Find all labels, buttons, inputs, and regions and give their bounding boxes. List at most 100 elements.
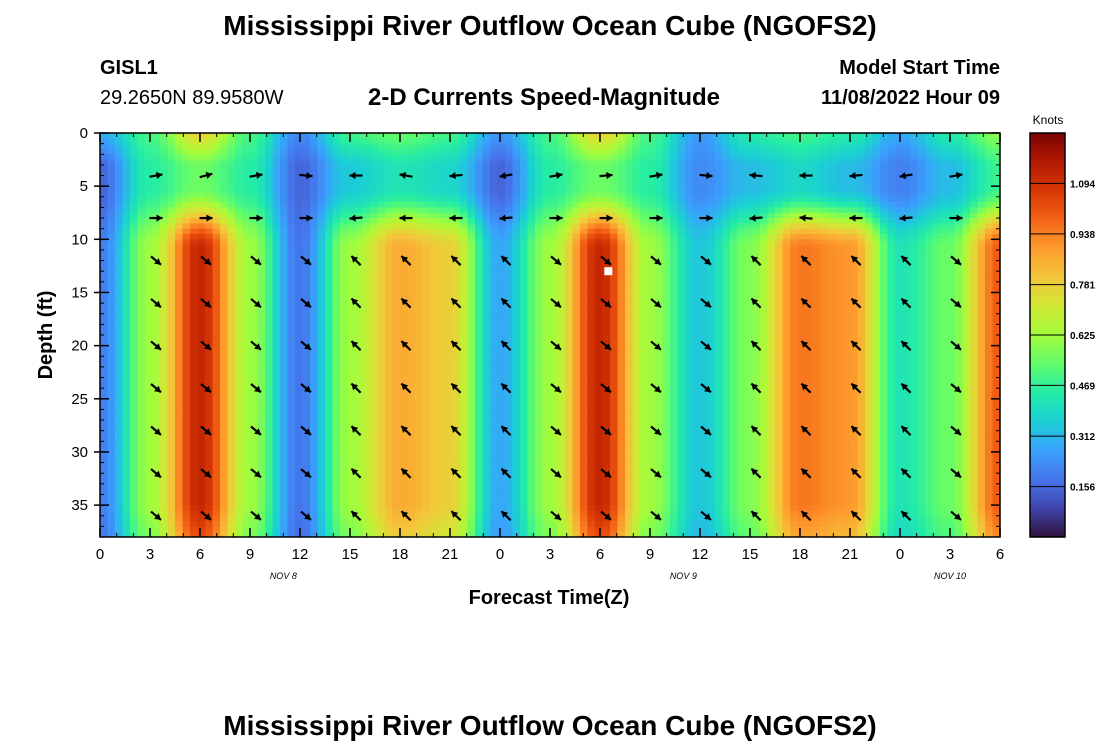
- heatmap-cell: [647, 265, 656, 272]
- heatmap-cell: [167, 281, 176, 288]
- heatmap-cell: [235, 239, 244, 246]
- heatmap-cell: [812, 287, 821, 294]
- heatmap-cell: [640, 260, 649, 267]
- heatmap-cell: [100, 287, 109, 294]
- heatmap-cell: [760, 340, 769, 347]
- heatmap-cell: [152, 281, 161, 288]
- heatmap-cell: [422, 303, 431, 310]
- heatmap-cell: [325, 207, 334, 214]
- heatmap-cell: [272, 212, 281, 219]
- heatmap-cell: [107, 340, 116, 347]
- heatmap-cell: [707, 265, 716, 272]
- heatmap-cell: [925, 186, 934, 193]
- heatmap-cell: [512, 313, 521, 320]
- heatmap-cell: [340, 350, 349, 357]
- heatmap-cell: [340, 249, 349, 256]
- heatmap-cell: [175, 170, 184, 177]
- heatmap-cell: [392, 207, 401, 214]
- heatmap-cell: [640, 175, 649, 182]
- heatmap-cell: [602, 350, 611, 357]
- heatmap-cell: [167, 335, 176, 341]
- heatmap-cell: [640, 303, 649, 310]
- heatmap-cell: [707, 249, 716, 256]
- heatmap-cell: [745, 239, 754, 246]
- heatmap-cell: [812, 335, 821, 341]
- heatmap-cell: [752, 260, 761, 267]
- heatmap-cell: [242, 324, 251, 331]
- heatmap-cell: [902, 212, 911, 219]
- heatmap-cell: [235, 138, 244, 145]
- heatmap-cell: [445, 133, 454, 139]
- heatmap-cell: [572, 159, 581, 166]
- heatmap-cell: [812, 143, 821, 150]
- heatmap-cell: [512, 154, 521, 161]
- heatmap-cell: [610, 164, 619, 171]
- heatmap-cell: [902, 143, 911, 150]
- heatmap-cell: [940, 340, 949, 347]
- heatmap-cell: [190, 281, 199, 288]
- heatmap-cell: [887, 249, 896, 256]
- heatmap-cell: [580, 239, 589, 246]
- heatmap-cell: [272, 340, 281, 347]
- heatmap-cell: [775, 324, 784, 331]
- heatmap-cell: [895, 249, 904, 256]
- heatmap-cell: [512, 244, 521, 251]
- heatmap-cell: [872, 265, 881, 272]
- heatmap-cell: [857, 207, 866, 214]
- heatmap-cell: [145, 148, 154, 155]
- heatmap-cell: [910, 292, 919, 299]
- heatmap-cell: [685, 191, 694, 198]
- heatmap-cell: [782, 212, 791, 219]
- heatmap-cell: [752, 345, 761, 352]
- heatmap-cell: [955, 159, 964, 166]
- heatmap-cell: [430, 276, 439, 283]
- heatmap-cell: [332, 212, 341, 219]
- heatmap-cell: [385, 313, 394, 320]
- heatmap-cell: [655, 329, 664, 336]
- heatmap-cell: [977, 303, 986, 310]
- heatmap-cell: [265, 148, 274, 155]
- heatmap-cell: [385, 212, 394, 219]
- heatmap-cell: [475, 308, 484, 315]
- heatmap-cell: [947, 170, 956, 177]
- heatmap-cell: [347, 202, 356, 209]
- heatmap-cell: [325, 345, 334, 352]
- heatmap-cell: [332, 207, 341, 214]
- heatmap-cell: [272, 180, 281, 187]
- heatmap-cell: [205, 154, 214, 161]
- heatmap-cell: [572, 276, 581, 283]
- heatmap-cell: [632, 180, 641, 187]
- heatmap-cell: [377, 265, 386, 272]
- heatmap-cell: [377, 313, 386, 320]
- heatmap-cell: [940, 313, 949, 320]
- heatmap-cell: [550, 265, 559, 272]
- heatmap-cell: [220, 202, 229, 209]
- heatmap-cell: [895, 313, 904, 320]
- heatmap-cell: [902, 138, 911, 145]
- heatmap-cell: [752, 324, 761, 331]
- heatmap-cell: [910, 191, 919, 198]
- heatmap-cell: [212, 143, 221, 150]
- heatmap-cell: [685, 249, 694, 256]
- heatmap-cell: [692, 324, 701, 331]
- heatmap-cell: [145, 292, 154, 299]
- heatmap-cell: [257, 212, 266, 219]
- heatmap-cell: [670, 186, 679, 193]
- heatmap-cell: [490, 303, 499, 310]
- heatmap-cell: [955, 186, 964, 193]
- heatmap-cell: [317, 249, 326, 256]
- heatmap-cell: [325, 276, 334, 283]
- heatmap-cell: [955, 218, 964, 224]
- heatmap-cell: [835, 186, 844, 193]
- heatmap-cell: [842, 175, 851, 182]
- heatmap-cell: [490, 292, 499, 299]
- heatmap-cell: [925, 303, 934, 310]
- heatmap-cell: [760, 234, 769, 240]
- heatmap-cell: [175, 335, 184, 341]
- heatmap-cell: [550, 350, 559, 357]
- heatmap-cell: [325, 191, 334, 198]
- heatmap-cell: [505, 255, 514, 262]
- heatmap-cell: [587, 175, 596, 182]
- heatmap-cell: [640, 207, 649, 214]
- heatmap-cell: [707, 239, 716, 246]
